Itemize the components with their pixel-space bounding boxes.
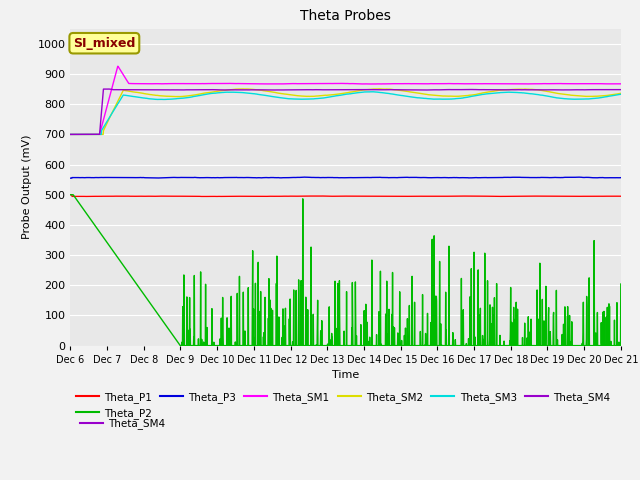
Y-axis label: Probe Output (mV): Probe Output (mV) — [22, 135, 32, 240]
Text: SI_mixed: SI_mixed — [73, 37, 136, 50]
Legend: Theta_SM4: Theta_SM4 — [76, 414, 169, 433]
X-axis label: Time: Time — [332, 370, 359, 380]
Title: Theta Probes: Theta Probes — [300, 10, 391, 24]
